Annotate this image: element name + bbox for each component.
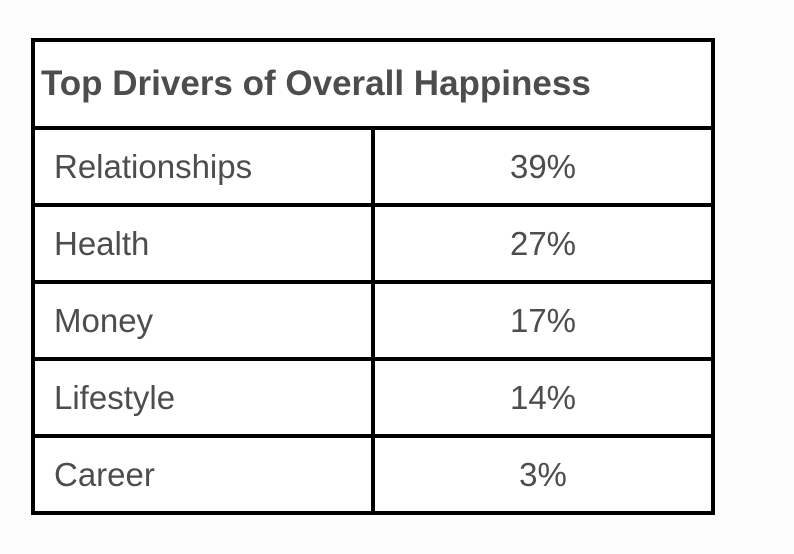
table-title: Top Drivers of Overall Happiness — [31, 38, 715, 130]
row-value: 39% — [371, 126, 715, 207]
happiness-table-container: Top Drivers of Overall Happiness Relatio… — [31, 38, 715, 515]
table-row: Lifestyle 14% — [31, 357, 715, 438]
row-label: Health — [31, 203, 375, 284]
table-header: Top Drivers of Overall Happiness — [31, 38, 715, 130]
table-row: Career 3% — [31, 434, 715, 515]
row-value: 14% — [371, 357, 715, 438]
row-value: 17% — [371, 280, 715, 361]
happiness-table: Top Drivers of Overall Happiness Relatio… — [31, 38, 715, 515]
title-row: Top Drivers of Overall Happiness — [31, 38, 715, 130]
row-value: 3% — [371, 434, 715, 515]
row-label: Career — [31, 434, 375, 515]
row-value: 27% — [371, 203, 715, 284]
row-label: Money — [31, 280, 375, 361]
table-row: Health 27% — [31, 203, 715, 284]
table-row: Relationships 39% — [31, 126, 715, 207]
table-body: Relationships 39% Health 27% Money 17% L… — [31, 126, 715, 515]
row-label: Relationships — [31, 126, 375, 207]
table-row: Money 17% — [31, 280, 715, 361]
row-label: Lifestyle — [31, 357, 375, 438]
